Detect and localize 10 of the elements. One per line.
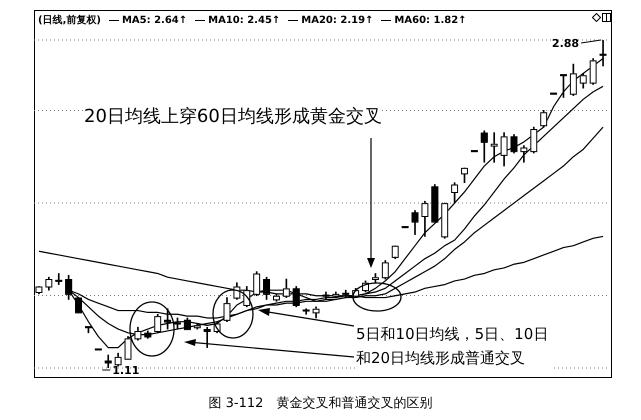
- legend-label: MA20: 2.19↑: [300, 15, 374, 26]
- annotation: 20日均线上穿60日均线形成黄金交叉: [84, 104, 382, 128]
- legend-label: MA10: 2.45↑: [207, 15, 280, 26]
- annotation: 1.11: [112, 364, 140, 377]
- caption: 图 3-112 黄金交叉和普通交叉的区别: [208, 394, 434, 412]
- annotation: 5日和10日均线，5日、10日和20日均线形成普通交叉: [356, 322, 552, 370]
- legend-label: MA60: 1.82↑: [393, 15, 467, 26]
- chart-title: (日线,前复权): [38, 15, 101, 26]
- legend-label: MA5: 2.64↑: [120, 15, 188, 26]
- annotation: 2.88: [552, 36, 580, 50]
